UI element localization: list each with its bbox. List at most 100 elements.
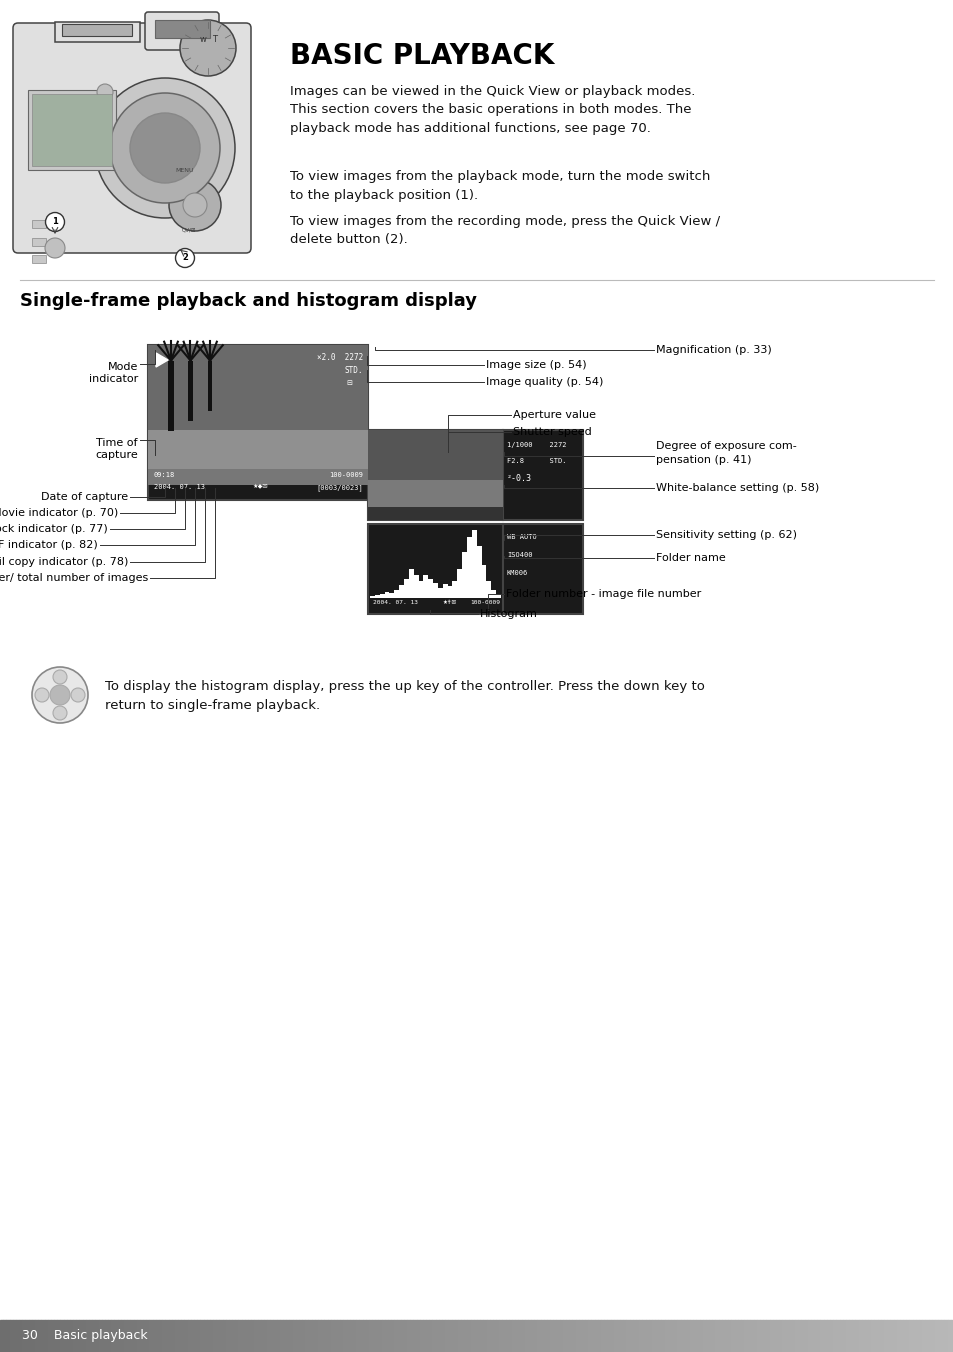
Bar bbox=[489, 1320, 493, 1352]
Bar bbox=[60, 1320, 64, 1352]
Bar bbox=[931, 1320, 934, 1352]
Bar bbox=[184, 1320, 188, 1352]
Circle shape bbox=[169, 178, 221, 231]
Bar bbox=[38, 1320, 41, 1352]
Bar bbox=[191, 1320, 193, 1352]
Bar bbox=[442, 584, 447, 598]
Text: Time of
capture: Time of capture bbox=[95, 438, 138, 461]
Bar bbox=[251, 1320, 254, 1352]
Bar bbox=[327, 1320, 331, 1352]
Text: w: w bbox=[200, 35, 207, 45]
Bar bbox=[131, 1320, 133, 1352]
FancyBboxPatch shape bbox=[145, 12, 219, 50]
Text: ★◆✉: ★◆✉ bbox=[253, 484, 269, 489]
Bar bbox=[235, 1320, 238, 1352]
Bar bbox=[148, 430, 368, 469]
Bar bbox=[918, 1320, 922, 1352]
Text: Sensitivity setting (p. 62): Sensitivity setting (p. 62) bbox=[656, 530, 796, 539]
Bar bbox=[461, 552, 467, 598]
Bar bbox=[886, 1320, 889, 1352]
Bar bbox=[472, 530, 476, 598]
Bar bbox=[779, 1320, 781, 1352]
Bar bbox=[67, 1320, 70, 1352]
Bar bbox=[324, 1320, 327, 1352]
Bar bbox=[750, 1320, 753, 1352]
Bar bbox=[394, 1320, 397, 1352]
Bar bbox=[283, 1320, 286, 1352]
Bar bbox=[743, 1320, 746, 1352]
Bar bbox=[168, 361, 173, 430]
Bar bbox=[464, 1320, 467, 1352]
Text: 2004. 07. 13: 2004. 07. 13 bbox=[373, 600, 417, 604]
Text: Aperture value: Aperture value bbox=[513, 410, 596, 420]
Bar bbox=[639, 1320, 641, 1352]
Text: 100-0009: 100-0009 bbox=[329, 472, 363, 479]
Text: Image quality (p. 54): Image quality (p. 54) bbox=[485, 377, 602, 387]
Bar bbox=[626, 1320, 629, 1352]
Bar bbox=[670, 1320, 674, 1352]
Text: F2.8      STD.: F2.8 STD. bbox=[506, 458, 566, 464]
Bar bbox=[727, 1320, 731, 1352]
Bar bbox=[146, 1320, 150, 1352]
Text: Mode
indicator: Mode indicator bbox=[89, 362, 138, 384]
Bar bbox=[389, 592, 394, 598]
Bar bbox=[241, 1320, 245, 1352]
Bar bbox=[188, 1320, 191, 1352]
Bar bbox=[524, 1320, 527, 1352]
Bar bbox=[416, 1320, 419, 1352]
Bar bbox=[368, 525, 502, 614]
Bar bbox=[321, 1320, 324, 1352]
Bar bbox=[746, 1320, 750, 1352]
Bar bbox=[19, 1320, 22, 1352]
Bar bbox=[143, 1320, 146, 1352]
Bar bbox=[432, 1320, 436, 1352]
Bar bbox=[222, 1320, 226, 1352]
Bar bbox=[423, 575, 428, 598]
Bar bbox=[622, 1320, 626, 1352]
Bar bbox=[679, 1320, 683, 1352]
Bar bbox=[207, 1320, 210, 1352]
Bar bbox=[841, 1320, 845, 1352]
Circle shape bbox=[71, 688, 85, 702]
Bar bbox=[496, 594, 500, 598]
Bar bbox=[32, 220, 46, 228]
Circle shape bbox=[175, 249, 194, 268]
Polygon shape bbox=[156, 353, 168, 366]
Bar bbox=[451, 1320, 455, 1352]
Bar bbox=[915, 1320, 918, 1352]
Bar bbox=[375, 1320, 378, 1352]
Bar bbox=[388, 1320, 391, 1352]
Bar bbox=[76, 1320, 79, 1352]
Bar bbox=[683, 1320, 686, 1352]
Text: 100-0009: 100-0009 bbox=[470, 600, 499, 604]
Bar bbox=[0, 1320, 3, 1352]
Bar bbox=[159, 1320, 162, 1352]
Bar bbox=[48, 1320, 51, 1352]
Bar bbox=[226, 1320, 229, 1352]
FancyBboxPatch shape bbox=[13, 23, 251, 253]
Bar bbox=[334, 1320, 336, 1352]
Bar bbox=[674, 1320, 677, 1352]
Bar bbox=[893, 1320, 896, 1352]
Bar bbox=[712, 1320, 715, 1352]
Bar bbox=[813, 1320, 817, 1352]
Bar bbox=[870, 1320, 874, 1352]
Bar bbox=[121, 1320, 124, 1352]
Bar bbox=[200, 1320, 203, 1352]
Bar bbox=[483, 1320, 486, 1352]
Bar bbox=[775, 1320, 779, 1352]
Bar bbox=[336, 1320, 340, 1352]
Bar bbox=[152, 1320, 155, 1352]
Bar bbox=[537, 1320, 540, 1352]
Bar bbox=[12, 1320, 16, 1352]
Bar bbox=[848, 1320, 851, 1352]
Bar bbox=[312, 1320, 314, 1352]
Bar bbox=[724, 1320, 727, 1352]
Circle shape bbox=[130, 114, 200, 183]
Text: WB AUTO: WB AUTO bbox=[506, 534, 537, 539]
Bar bbox=[807, 1320, 810, 1352]
Bar bbox=[174, 1320, 178, 1352]
Bar bbox=[260, 1320, 264, 1352]
Bar bbox=[569, 1320, 572, 1352]
Bar bbox=[32, 238, 46, 246]
